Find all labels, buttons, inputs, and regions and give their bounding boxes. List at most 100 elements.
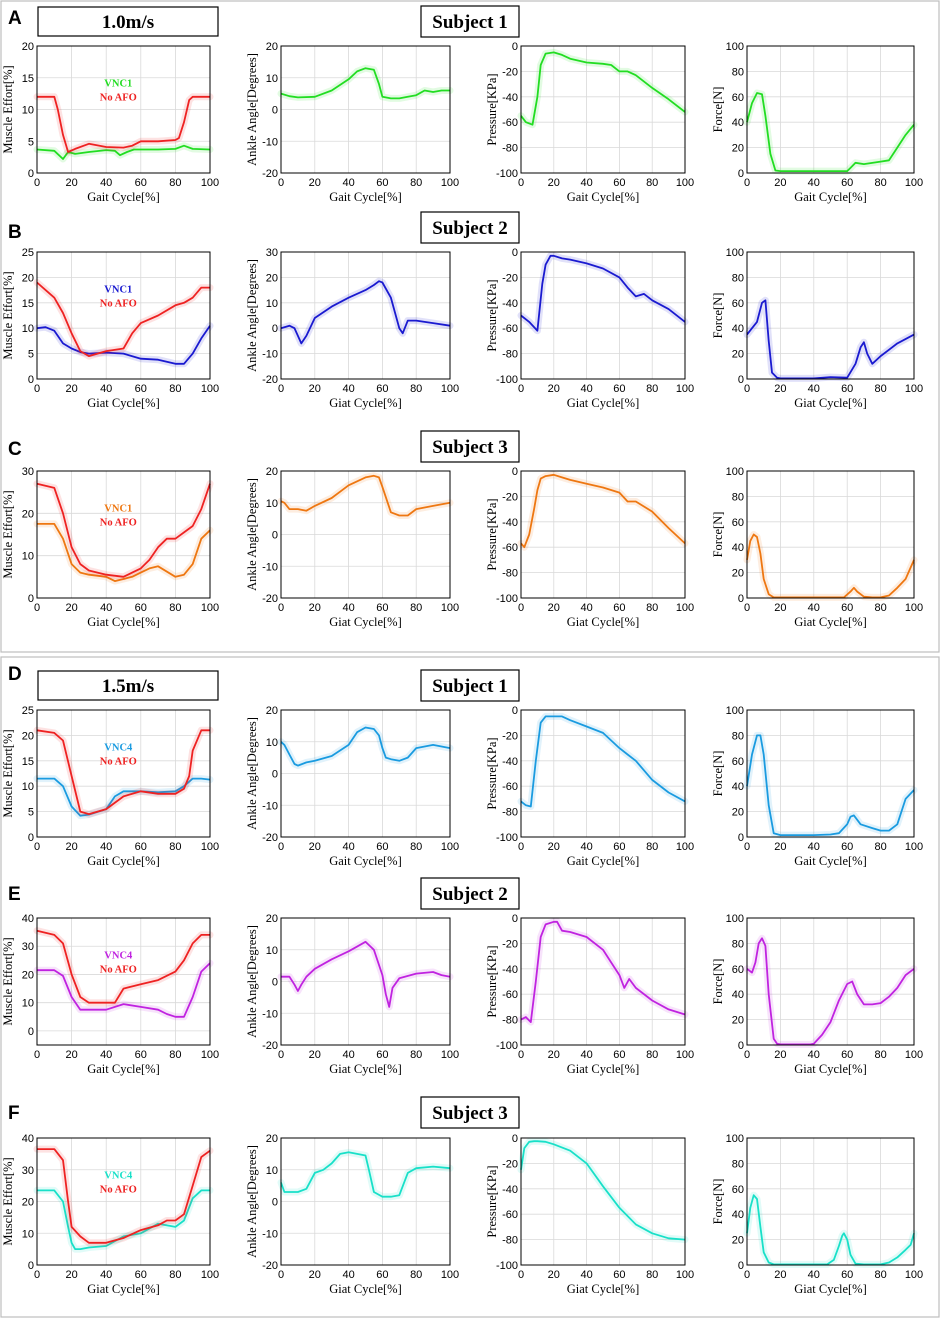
x-tick-label: 20	[309, 1269, 321, 1281]
x-tick-label: 0	[744, 1269, 750, 1281]
series-line-vnc	[280, 726, 451, 767]
x-tick-label: 80	[410, 383, 422, 395]
plot-border	[746, 917, 915, 1046]
chart-r1-c1: 0 20 40 60 80 100 -20 -10 0 10 20 30 Giat Cycle[%] An…	[245, 247, 459, 410]
x-tick-label: 100	[676, 383, 694, 395]
y-tick-label: 10	[266, 945, 278, 957]
plot-border	[746, 709, 915, 838]
legend-entry: No AFO	[100, 757, 137, 768]
y-tick-label: -40	[502, 298, 518, 310]
x-tick-label: 80	[169, 602, 181, 614]
x-tick-label: 20	[548, 177, 560, 189]
y-axis-label: Muscle Effort[%]	[1, 271, 15, 359]
y-tick-label: 30	[22, 941, 34, 953]
y-tick-label: 100	[726, 41, 744, 53]
chart-r1-c0: 0 20 40 60 80 100 0 5 10 15 20 25 VNC1 No AFO Giat Cyc…	[1, 247, 219, 410]
x-tick-label: 20	[309, 602, 321, 614]
y-tick-label: -80	[502, 1235, 518, 1247]
y-axis-label: Muscle Effort[%]	[1, 65, 15, 153]
plot-border	[520, 470, 686, 599]
chart-r0-c0: 0 20 40 60 80 100 0 5 10 15 20 VNC1 No AFO Gait Cycle…	[1, 41, 219, 204]
x-tick-label: 0	[278, 383, 284, 395]
x-tick-label: 60	[613, 383, 625, 395]
x-tick-label: 20	[65, 602, 77, 614]
y-tick-label: 25	[22, 247, 34, 259]
x-tick-label: 0	[278, 602, 284, 614]
y-axis-label: Pressure[KPa]	[485, 1165, 499, 1237]
legend-entry: VNC4	[104, 743, 133, 754]
x-tick-label: 100	[905, 177, 923, 189]
y-tick-label: -100	[496, 168, 518, 180]
y-tick-label: 20	[22, 1197, 34, 1209]
chart-r4-c1: 0 20 40 60 80 100 -20 -10 0 10 20 Giat Cycle[%] Ankl…	[245, 913, 459, 1076]
chart-r3-c0: 0 20 40 60 80 100 0 5 10 15 20 25 VNC4 No AFO Gait Cyc…	[1, 705, 219, 868]
panel-letter-a: A	[8, 8, 22, 29]
series-line-vnc	[746, 937, 915, 1046]
y-tick-label: 0	[512, 247, 518, 259]
x-tick-label: 100	[676, 177, 694, 189]
plot-area	[521, 252, 685, 379]
x-tick-label: 60	[841, 602, 853, 614]
y-tick-label: 30	[22, 466, 34, 478]
y-tick-label: 0	[738, 832, 744, 844]
x-tick-label: 100	[905, 841, 923, 853]
y-tick-label: 20	[266, 705, 278, 717]
x-tick-label: 20	[548, 1269, 560, 1281]
x-tick-label: 100	[441, 841, 459, 853]
y-tick-label: -10	[262, 1228, 278, 1240]
x-tick-label: 60	[613, 1269, 625, 1281]
y-tick-label: -20	[502, 730, 518, 742]
legend-entry: No AFO	[100, 93, 137, 104]
chart-r2-c1: 0 20 40 60 80 100 -20 -10 0 10 20 Giat Cycle[%] Ankl…	[245, 466, 459, 629]
y-tick-label: -20	[262, 593, 278, 605]
series-line-vnc	[280, 280, 451, 345]
y-tick-label: 20	[732, 349, 744, 361]
y-tick-label: -10	[262, 1008, 278, 1020]
y-tick-label: 60	[732, 92, 744, 104]
y-axis-label: Ankle Angle[Degrees]	[245, 53, 259, 166]
x-tick-label: 20	[309, 383, 321, 395]
x-tick-label: 100	[676, 1269, 694, 1281]
x-tick-label: 100	[676, 1049, 694, 1061]
x-tick-label: 0	[744, 1049, 750, 1061]
subject-title-1: Subject 1	[432, 12, 507, 33]
y-tick-label: 0	[738, 1260, 744, 1272]
panel-letter-d: D	[8, 664, 22, 685]
x-tick-label: 80	[169, 1049, 181, 1061]
y-tick-label: 20	[266, 466, 278, 478]
y-tick-label: 15	[22, 756, 34, 768]
y-tick-label: 60	[732, 756, 744, 768]
chart-r0-c1: 0 20 40 60 80 100 -20 -10 0 10 20 Gait Cycle[%] Ankl…	[245, 41, 459, 204]
x-tick-label: 0	[744, 177, 750, 189]
x-tick-label: 60	[135, 383, 147, 395]
x-tick-label: 20	[774, 177, 786, 189]
x-tick-label: 20	[774, 602, 786, 614]
speed-box-2	[37, 670, 219, 701]
x-tick-label: 80	[410, 841, 422, 853]
x-tick-label: 60	[841, 841, 853, 853]
x-tick-label: 20	[774, 841, 786, 853]
x-tick-label: 0	[518, 602, 524, 614]
x-tick-label: 80	[646, 602, 658, 614]
y-tick-label: -20	[502, 66, 518, 78]
series-line-vnc	[36, 325, 211, 365]
panel-letter-b: B	[8, 222, 22, 243]
x-tick-label: 20	[309, 177, 321, 189]
y-tick-label: 40	[732, 781, 744, 793]
series-line-no-afo	[36, 729, 210, 815]
section-frame-2	[0, 656, 940, 1318]
x-tick-label: 40	[808, 841, 820, 853]
y-tick-label: -20	[262, 168, 278, 180]
y-tick-label: -100	[496, 593, 518, 605]
plot-border	[36, 251, 211, 380]
y-axis-label: Force[N]	[711, 293, 725, 339]
plot-border	[280, 709, 451, 838]
x-tick-label: 40	[580, 1049, 592, 1061]
x-tick-label: 40	[100, 602, 112, 614]
plot-area	[521, 46, 685, 173]
x-tick-label: 20	[774, 1269, 786, 1281]
x-axis-label: Giat Cycle[%]	[329, 1282, 402, 1296]
y-tick-label: 0	[272, 323, 278, 335]
subject-box-4	[420, 669, 520, 702]
